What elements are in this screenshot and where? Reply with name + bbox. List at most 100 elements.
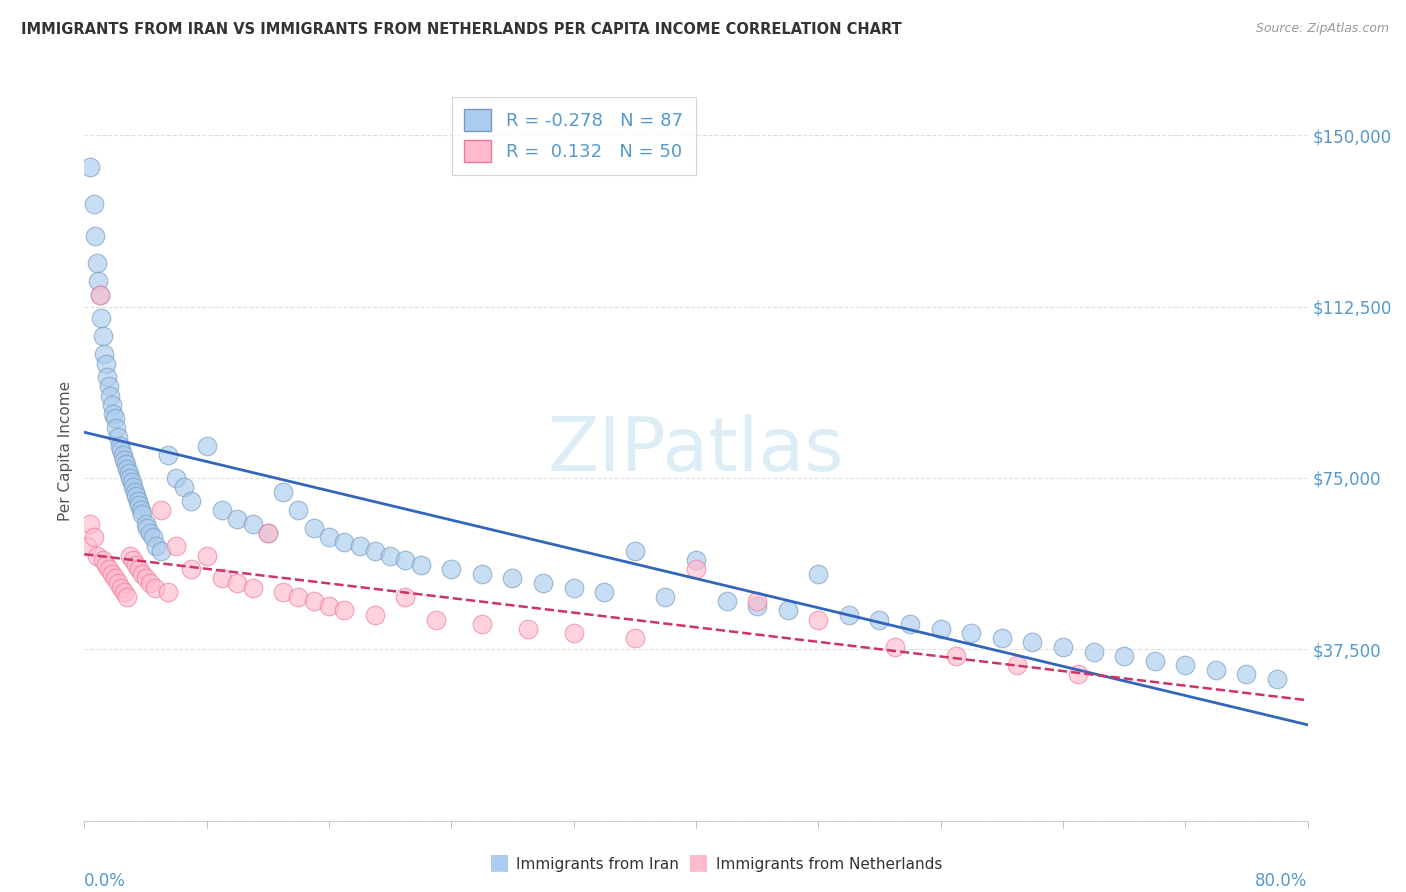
Legend: R = -0.278   N = 87, R =  0.132   N = 50: R = -0.278 N = 87, R = 0.132 N = 50 (451, 96, 696, 175)
Point (127, 493, 149, 508)
Point (562, 581, 585, 595)
Point (128, 562, 150, 576)
Point (195, 549, 218, 563)
Point (807, 613, 830, 627)
Point (425, 613, 447, 627)
Point (716, 594, 738, 608)
Point (869, 613, 891, 627)
Point (685, 553, 707, 567)
Point (115, 590, 138, 604)
Point (124, 484, 146, 499)
Point (149, 544, 172, 558)
Point (120, 471, 142, 485)
Point (84, 228, 107, 243)
Point (333, 534, 356, 549)
Point (114, 457, 136, 471)
Point (898, 617, 921, 632)
Point (302, 521, 325, 535)
Point (180, 493, 202, 508)
Y-axis label: Per Capita Income: Per Capita Income (58, 380, 73, 521)
Point (149, 503, 172, 517)
Point (364, 607, 387, 622)
Point (97, 562, 120, 576)
Point (409, 558, 432, 572)
Point (90, 310, 112, 325)
Point (131, 508, 153, 522)
Point (157, 585, 180, 599)
Point (1143, 654, 1166, 668)
Point (807, 566, 830, 581)
Point (929, 622, 952, 636)
Point (104, 411, 127, 425)
Point (135, 516, 157, 531)
Point (211, 503, 233, 517)
Point (394, 553, 416, 567)
Point (349, 540, 371, 554)
Point (157, 448, 180, 462)
Point (129, 503, 152, 517)
Point (333, 603, 356, 617)
Point (89, 288, 111, 302)
Point (516, 622, 538, 636)
Point (121, 475, 143, 490)
Point (242, 581, 264, 595)
Point (115, 461, 138, 475)
Text: 0.0%: 0.0% (84, 872, 127, 890)
Point (318, 599, 340, 613)
Point (173, 480, 195, 494)
Point (271, 484, 294, 499)
Point (562, 626, 585, 640)
Point (110, 443, 132, 458)
Text: ■: ■ (489, 853, 509, 872)
Point (101, 398, 124, 412)
Point (1236, 667, 1258, 681)
Point (502, 571, 524, 585)
Point (101, 566, 124, 581)
Point (118, 467, 141, 481)
Point (883, 640, 905, 654)
Point (1114, 649, 1136, 664)
Text: Immigrants from Iran: Immigrants from Iran (516, 857, 679, 872)
Point (122, 480, 145, 494)
Point (145, 540, 167, 554)
Point (105, 420, 128, 434)
Point (1005, 658, 1028, 673)
Point (122, 553, 145, 567)
Point (139, 525, 162, 540)
Point (104, 571, 127, 585)
Text: IMMIGRANTS FROM IRAN VS IMMIGRANTS FROM NETHERLANDS PER CAPITA INCOME CORRELATIO: IMMIGRANTS FROM IRAN VS IMMIGRANTS FROM … (21, 22, 901, 37)
Point (94, 357, 117, 371)
Point (91, 553, 114, 567)
Point (471, 566, 494, 581)
Point (776, 603, 799, 617)
Point (226, 512, 249, 526)
Point (1083, 644, 1105, 658)
Point (685, 562, 707, 576)
Point (195, 439, 218, 453)
Point (394, 590, 416, 604)
Point (125, 489, 148, 503)
Point (125, 558, 148, 572)
Point (287, 503, 309, 517)
Text: 80.0%: 80.0% (1256, 872, 1308, 890)
Point (107, 430, 129, 444)
Point (120, 549, 142, 563)
Point (87, 274, 110, 288)
Point (180, 562, 202, 576)
Point (93, 347, 115, 361)
Point (242, 516, 264, 531)
Point (97, 379, 120, 393)
Point (1205, 663, 1227, 677)
Text: Immigrants from Netherlands: Immigrants from Netherlands (716, 857, 942, 872)
Point (531, 576, 554, 591)
Point (991, 631, 1014, 645)
Point (654, 590, 676, 604)
Point (128, 498, 150, 512)
Point (94, 558, 117, 572)
Text: ■: ■ (689, 853, 709, 872)
Point (111, 448, 134, 462)
Point (76, 540, 98, 554)
Point (318, 530, 340, 544)
Point (96, 370, 118, 384)
Point (1052, 640, 1074, 654)
